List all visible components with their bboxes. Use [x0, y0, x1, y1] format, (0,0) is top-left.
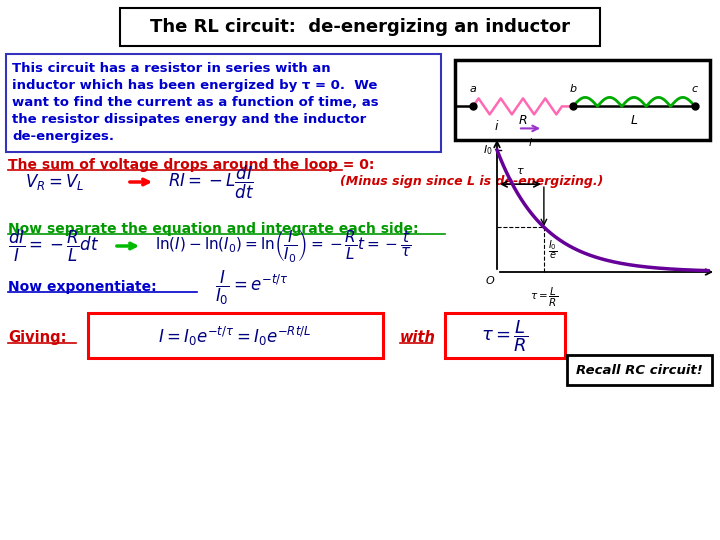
Text: (Minus sign since L is de-energizing.): (Minus sign since L is de-energizing.): [340, 176, 603, 188]
Bar: [6, 54, 441, 152]
Text: $c$: $c$: [691, 84, 699, 94]
Text: $\tau = \dfrac{L}{R}$: $\tau = \dfrac{L}{R}$: [530, 286, 558, 309]
Text: Giving:: Giving:: [8, 330, 66, 345]
Text: $L$: $L$: [630, 114, 638, 127]
Text: Now separate the equation and integrate each side:: Now separate the equation and integrate …: [8, 222, 418, 236]
Text: $\dfrac{I_0}{e}$: $\dfrac{I_0}{e}$: [548, 238, 557, 261]
Text: $I = I_0 e^{-t/\tau} = I_0 e^{-Rt/L}$: $I = I_0 e^{-t/\tau} = I_0 e^{-Rt/L}$: [158, 325, 312, 348]
Text: $I_0$: $I_0$: [483, 143, 493, 157]
Text: $\dfrac{I}{I_0} = e^{-t/\tau}$: $\dfrac{I}{I_0} = e^{-t/\tau}$: [215, 269, 289, 307]
Bar: [455, 60, 710, 140]
Text: the resistor dissipates energy and the inductor: the resistor dissipates energy and the i…: [12, 113, 366, 126]
Bar: [445, 313, 565, 358]
Text: $RI = -L\dfrac{dI}{dt}$: $RI = -L\dfrac{dI}{dt}$: [168, 164, 254, 200]
Text: $\ln(I) - \ln(I_0) = \ln\!\left(\dfrac{I}{I_0}\right) = -\dfrac{R}{L}t = -\dfrac: $\ln(I) - \ln(I_0) = \ln\!\left(\dfrac{I…: [155, 227, 412, 265]
Bar: [88, 313, 383, 358]
Text: $R$: $R$: [518, 114, 528, 127]
Text: de-energizes.: de-energizes.: [12, 130, 114, 143]
Text: The sum of voltage drops around the loop = 0:: The sum of voltage drops around the loop…: [8, 158, 374, 172]
Text: The RL circuit:  de-energizing an inductor: The RL circuit: de-energizing an inducto…: [150, 18, 570, 36]
Text: $O$: $O$: [485, 274, 495, 286]
Text: This circuit has a resistor in series with an: This circuit has a resistor in series wi…: [12, 62, 330, 75]
Text: $\dfrac{dI}{I} = -\dfrac{R}{L}dt$: $\dfrac{dI}{I} = -\dfrac{R}{L}dt$: [8, 228, 99, 264]
Text: $i$: $i$: [528, 137, 534, 148]
Bar: [567, 355, 712, 385]
Text: inductor which has been energized by τ = 0.  We: inductor which has been energized by τ =…: [12, 79, 377, 92]
Text: $i$: $i$: [495, 119, 500, 133]
Text: $V_R = V_L$: $V_R = V_L$: [25, 172, 84, 192]
Text: Now exponentiate:: Now exponentiate:: [8, 280, 157, 294]
Bar: [120, 8, 600, 46]
Text: $\tau = \dfrac{L}{R}$: $\tau = \dfrac{L}{R}$: [481, 318, 528, 354]
Text: $a$: $a$: [469, 84, 477, 94]
Text: want to find the current as a function of time, as: want to find the current as a function o…: [12, 96, 379, 109]
Text: $\tau$: $\tau$: [516, 166, 525, 176]
Text: with: with: [400, 330, 436, 345]
Text: $b$: $b$: [569, 83, 577, 94]
Text: Recall RC circuit!: Recall RC circuit!: [575, 363, 703, 376]
